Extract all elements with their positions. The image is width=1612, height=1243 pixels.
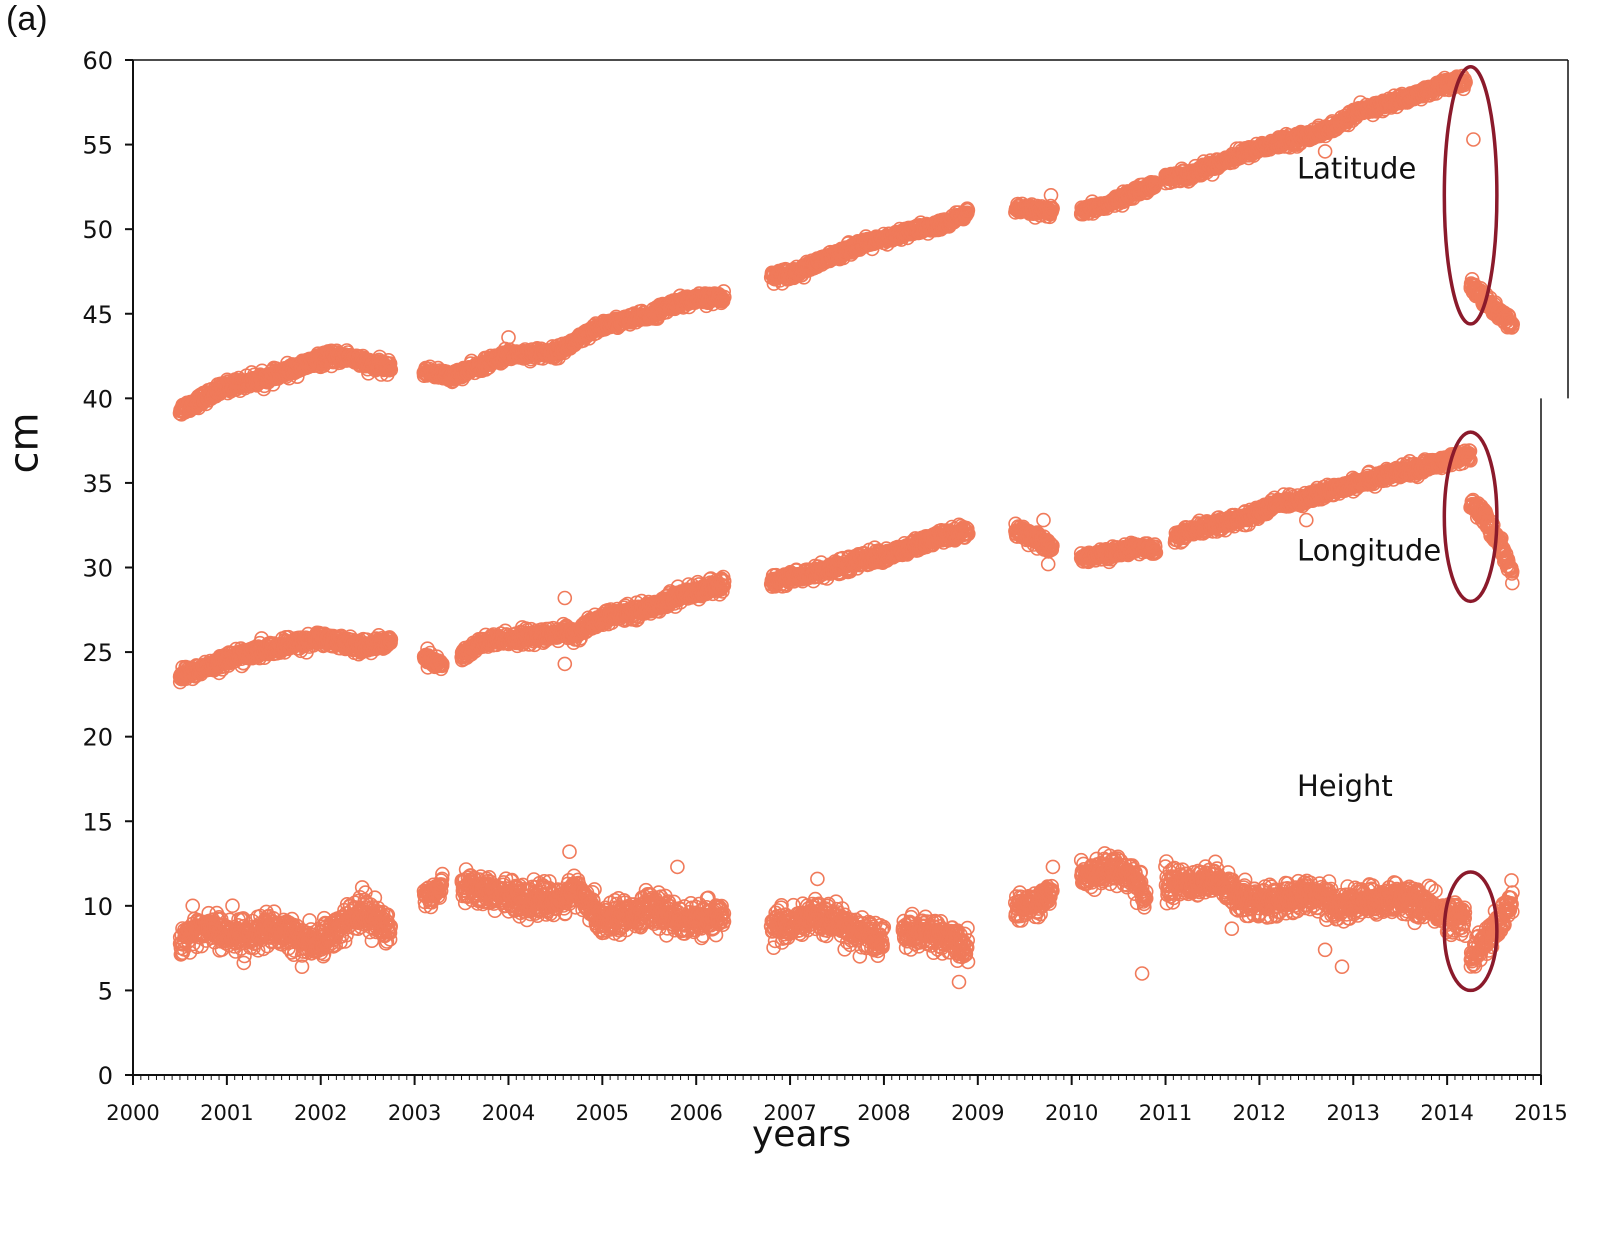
x-tick-label: 2014 [1420,1101,1473,1125]
y-tick-label: 20 [82,724,113,752]
scatter-points [172,68,1520,990]
y-tick-label: 60 [82,47,113,75]
x-tick-label: 2011 [1139,1101,1192,1125]
y-tick-label: 10 [82,893,113,921]
y-tick-label: 0 [98,1062,113,1090]
x-tick-label: 2007 [763,1101,816,1125]
y-tick-label: 50 [82,216,113,244]
y-tick-label: 45 [82,301,113,329]
x-tick-label: 2001 [200,1101,253,1125]
series-latitude [172,68,1520,422]
x-tick-label: 2004 [482,1101,535,1125]
x-tick-label: 2015 [1514,1101,1567,1125]
x-tick-label: 2010 [1045,1101,1098,1125]
x-tick-label: 2012 [1233,1101,1286,1125]
x-tick-label: 2005 [576,1101,629,1125]
y-tick-label: 40 [82,385,113,413]
x-axis-ticks: 2000 2001 2002 2003 2004 2005 2006 2007 2008 2009… [106,1075,1568,1125]
y-tick-label: 5 [98,977,113,1005]
y-tick-label: 25 [82,639,113,667]
data-point [382,356,398,371]
y-tick-label: 55 [82,132,113,160]
x-tick-label: 2003 [388,1101,441,1125]
x-tick-label: 2008 [857,1101,910,1125]
data-point [289,369,305,385]
x-tick-label: 2013 [1327,1101,1380,1125]
outlier-point [501,330,516,345]
x-tick-label: 2006 [669,1101,722,1125]
outlier-point [1466,132,1481,147]
y-tick-label: 15 [82,808,113,836]
x-tick-label: 2000 [106,1101,159,1125]
x-tick-label: 2002 [294,1101,347,1125]
y-tick-label: 35 [82,470,113,498]
y-tick-label: 30 [82,555,113,583]
x-tick-label: 2009 [951,1101,1004,1125]
y-axis-ticks: 0 5 10 15 20 25 30 35 40 45 50 55 60 [82,47,133,1090]
data-point [383,362,399,378]
